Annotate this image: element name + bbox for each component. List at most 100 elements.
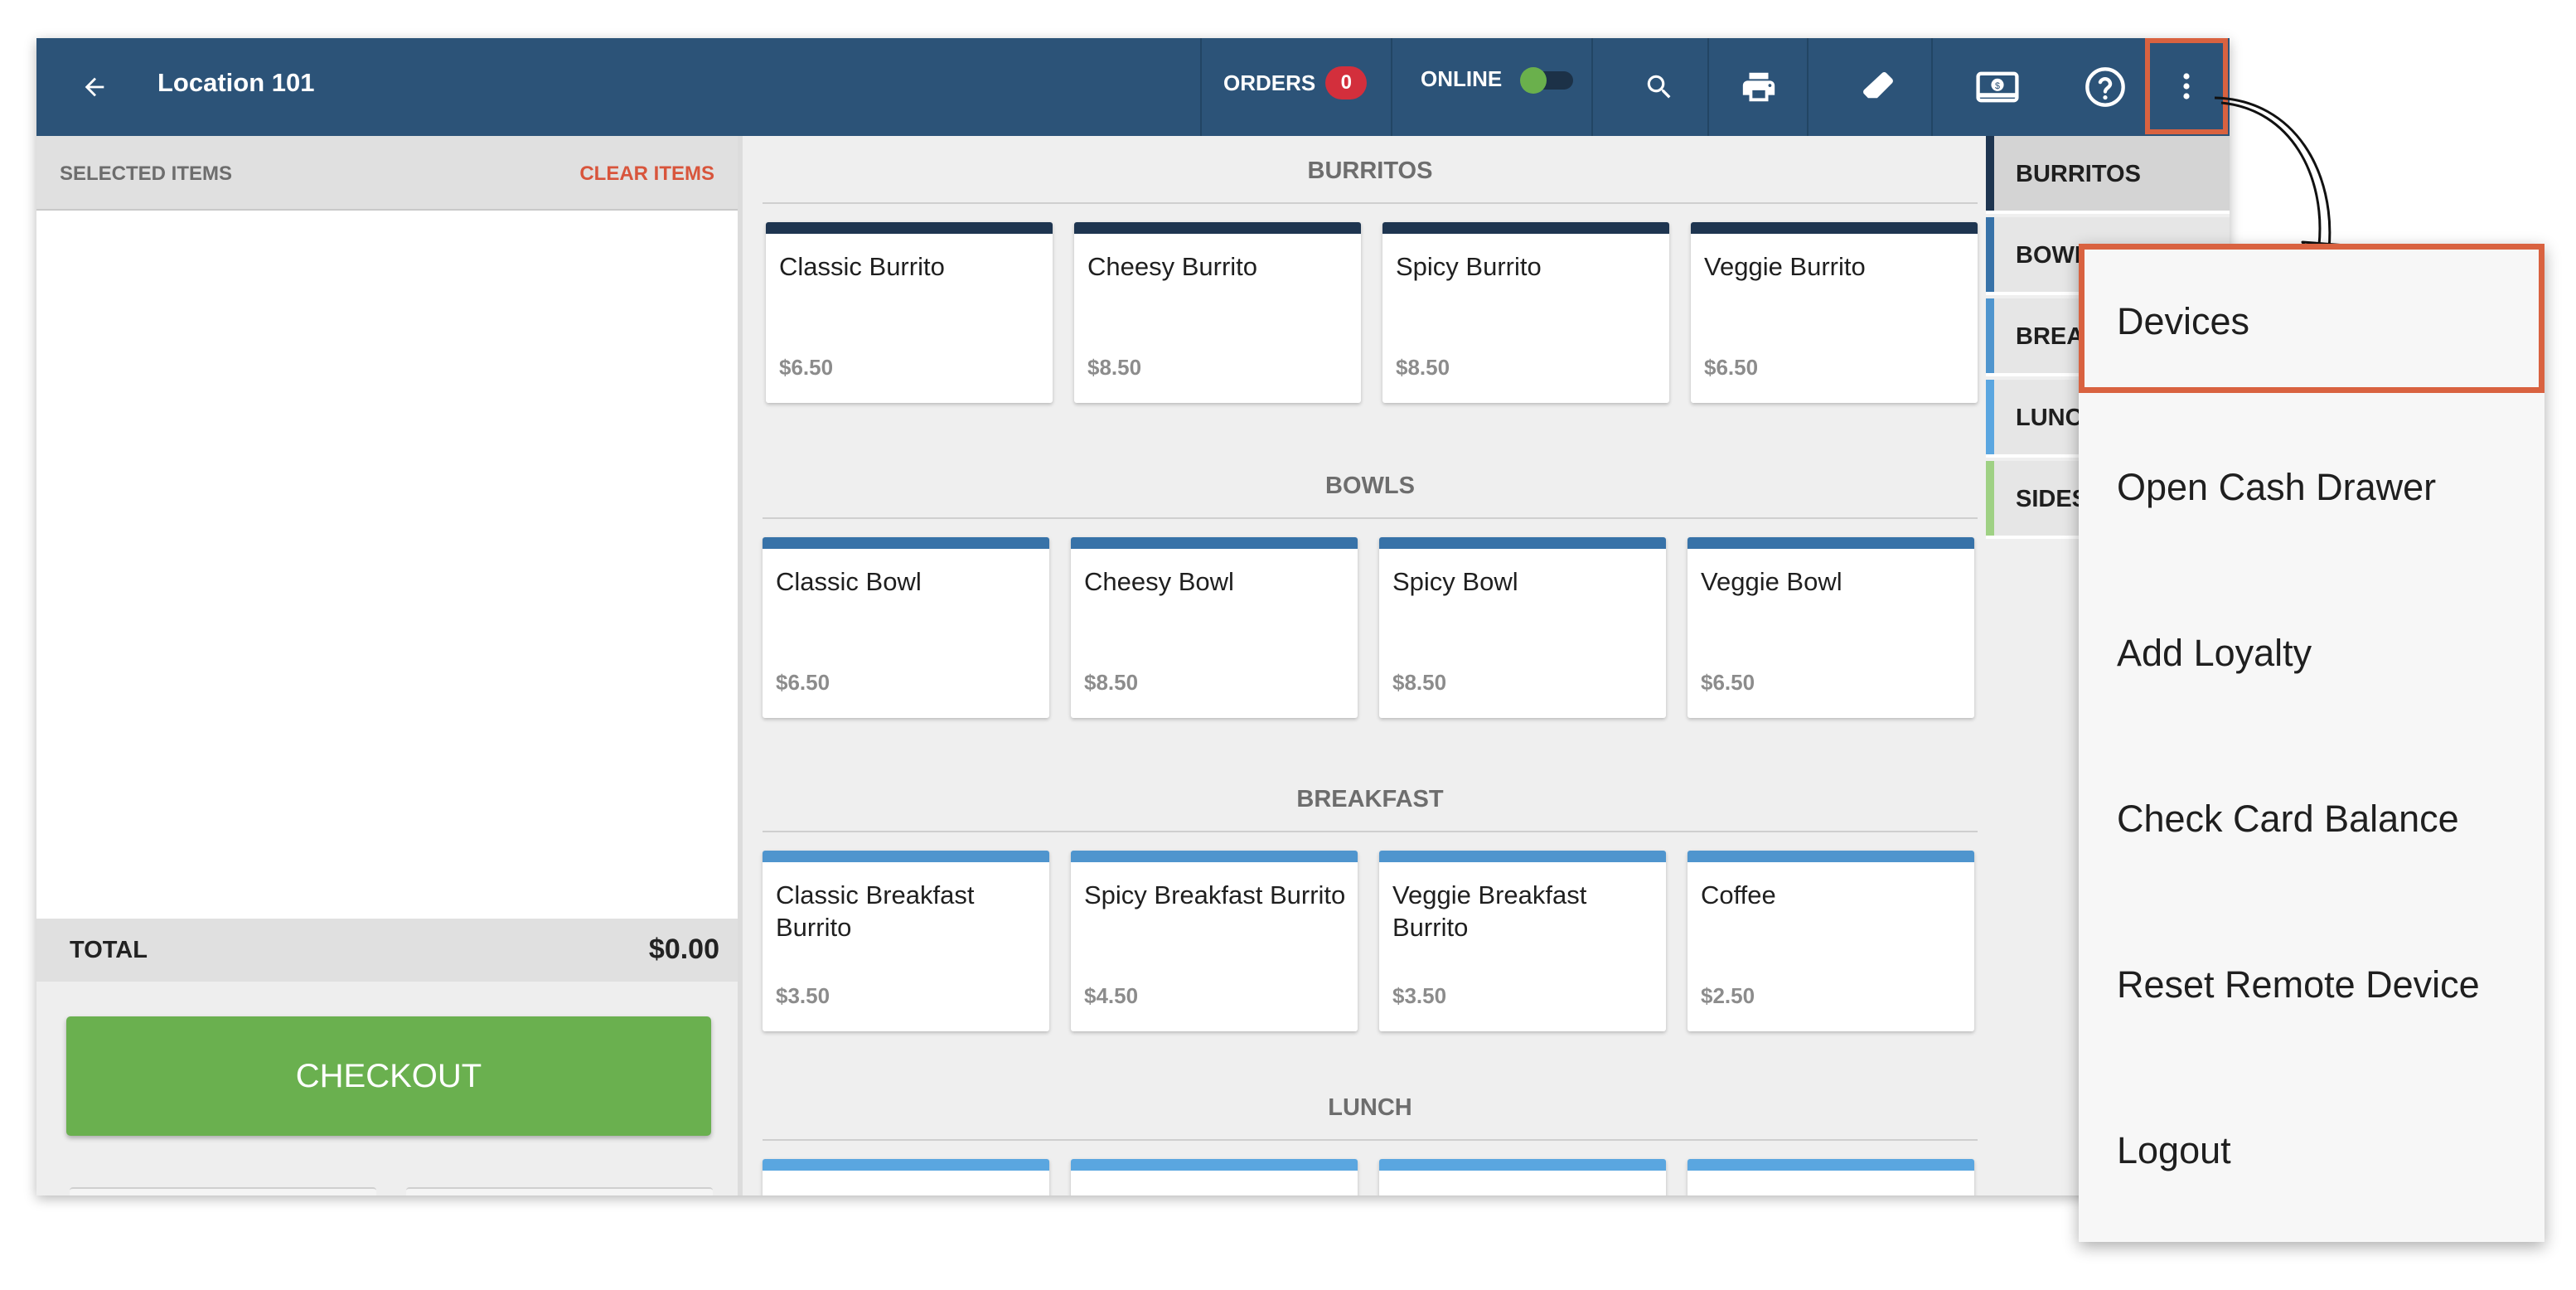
- toolbar-divider: [1807, 38, 1809, 136]
- checkout-area: CHECKOUT: [36, 982, 738, 1195]
- toolbar-divider: [1200, 38, 1202, 136]
- total-label: TOTAL: [70, 937, 148, 963]
- clear-tag-button[interactable]: [1852, 61, 1905, 114]
- menu-item-name: Veggie Bowl: [1701, 567, 1842, 596]
- more-options-button[interactable]: [2145, 38, 2228, 134]
- menu-item-card[interactable]: [763, 1159, 1049, 1195]
- eraser-icon: [1863, 72, 1893, 99]
- menu-item-card[interactable]: [1687, 1159, 1974, 1195]
- menu-item-card[interactable]: Cheesy Bowl $8.50: [1071, 537, 1358, 718]
- menu-item-card[interactable]: Classic Breakfast Burrito $3.50: [763, 851, 1049, 1031]
- toolbar-divider: [1391, 38, 1392, 136]
- top-app-bar: Location 101 ORDERS 0 ONLINE $: [36, 38, 2230, 136]
- online-toggle-group[interactable]: ONLINE: [1421, 66, 1574, 94]
- menu-item-card[interactable]: Classic Burrito $6.50: [766, 222, 1053, 403]
- cash-drawer-button[interactable]: $: [1971, 61, 2024, 114]
- menu-item-card[interactable]: [1379, 1159, 1666, 1195]
- search-button[interactable]: [1633, 61, 1686, 114]
- category-color-strip: [1986, 217, 1994, 292]
- card-color-bar: [1687, 851, 1974, 862]
- menu-option-label: Devices: [2117, 300, 2250, 342]
- online-toggle[interactable]: [1520, 66, 1574, 94]
- toolbar-divider: [1707, 38, 1709, 136]
- menu-item-name: Classic Burrito: [779, 252, 945, 281]
- back-arrow-icon: [85, 77, 104, 97]
- order-panel: SELECTED ITEMS CLEAR ITEMS TOTAL $0.00 C…: [36, 136, 743, 1195]
- menu-option-devices[interactable]: Devices: [2079, 250, 2545, 393]
- menu-item-price: $3.50: [1392, 983, 1447, 1008]
- secondary-button[interactable]: [406, 1187, 713, 1195]
- card-color-bar: [1071, 537, 1358, 549]
- card-color-bar: [1691, 222, 1978, 234]
- menu-item-name: Cheesy Burrito: [1087, 252, 1258, 281]
- card-color-bar: [766, 222, 1053, 234]
- section-divider: [763, 831, 1978, 832]
- menu-item-price: $3.50: [776, 983, 830, 1008]
- category-color-strip: [1986, 298, 1994, 373]
- orders-button[interactable]: ORDERS 0: [1223, 66, 1368, 99]
- overflow-menu: Devices Open Cash Drawer Add Loyalty Check …: [2079, 244, 2545, 1242]
- menu-item-card[interactable]: Veggie Bowl $6.50: [1687, 537, 1974, 718]
- menu-item-card[interactable]: Veggie Burrito $6.50: [1691, 222, 1978, 403]
- menu-item-card[interactable]: Spicy Burrito $8.50: [1382, 222, 1669, 403]
- menu-option-reset-remote-device[interactable]: Reset Remote Device: [2079, 914, 2545, 1056]
- section-divider: [763, 517, 1978, 519]
- checkout-button[interactable]: CHECKOUT: [66, 1016, 711, 1136]
- menu-option-open-cash-drawer[interactable]: Open Cash Drawer: [2079, 416, 2545, 559]
- menu-item-card[interactable]: Classic Bowl $6.50: [763, 537, 1049, 718]
- menu-item-name: Veggie Breakfast Burrito: [1392, 880, 1587, 942]
- search-icon: [1647, 75, 1671, 99]
- menu-item-name: Veggie Burrito: [1704, 252, 1866, 281]
- menu-item-price: $8.50: [1087, 355, 1142, 380]
- menu-item-name: Spicy Bowl: [1392, 567, 1518, 596]
- menu-option-check-card-balance[interactable]: Check Card Balance: [2079, 748, 2545, 890]
- menu-item-card[interactable]: Coffee $2.50: [1687, 851, 1974, 1031]
- card-color-bar: [1382, 222, 1669, 234]
- menu-item-price: $6.50: [776, 670, 830, 695]
- print-button[interactable]: [1732, 61, 1785, 114]
- menu-option-label: Reset Remote Device: [2117, 963, 2480, 1006]
- selected-items-header: SELECTED ITEMS CLEAR ITEMS: [36, 136, 738, 211]
- menu-item-name: Cheesy Bowl: [1084, 567, 1234, 596]
- menu-item-card[interactable]: Cheesy Burrito $8.50: [1074, 222, 1361, 403]
- location-title: Location 101: [157, 68, 315, 97]
- category-color-strip: [1986, 380, 1994, 454]
- menu-item-price: $8.50: [1396, 355, 1450, 380]
- card-color-bar: [1071, 851, 1358, 862]
- category-color-strip: [1986, 461, 1994, 536]
- card-color-bar: [763, 537, 1049, 549]
- menu-option-logout[interactable]: Logout: [2079, 1079, 2545, 1222]
- menu-grid: BURRITOS Classic Burrito $6.50 Cheesy Burri…: [743, 136, 1986, 1195]
- card-color-bar: [763, 1159, 1049, 1171]
- menu-item-price: $8.50: [1084, 670, 1139, 695]
- category-color-strip: [1986, 136, 1994, 211]
- category-item[interactable]: BURRITOS: [1986, 136, 2230, 214]
- menu-item-card[interactable]: Veggie Breakfast Burrito $3.50: [1379, 851, 1666, 1031]
- card-color-bar: [1379, 851, 1666, 862]
- clear-items-button[interactable]: CLEAR ITEMS: [579, 162, 714, 185]
- card-color-bar: [1071, 1159, 1358, 1171]
- section-title: BOWLS: [1325, 473, 1415, 499]
- toggle-knob: [1520, 66, 1547, 94]
- menu-item-name: Spicy Burrito: [1396, 252, 1542, 281]
- menu-item-price: $4.50: [1084, 983, 1139, 1008]
- secondary-button[interactable]: [70, 1187, 376, 1195]
- card-color-bar: [1379, 1159, 1666, 1171]
- section-title: BURRITOS: [1307, 158, 1433, 184]
- menu-item-price: $2.50: [1701, 983, 1755, 1008]
- menu-option-add-loyalty[interactable]: Add Loyalty: [2079, 582, 2545, 725]
- category-label: BURRITOS: [2016, 161, 2141, 187]
- orders-label: ORDERS: [1223, 70, 1316, 95]
- section-title: LUNCH: [1328, 1094, 1412, 1121]
- menu-option-label: Open Cash Drawer: [2117, 466, 2437, 508]
- menu-item-card[interactable]: Spicy Breakfast Burrito $4.50: [1071, 851, 1358, 1031]
- back-button[interactable]: [70, 62, 119, 112]
- printer-icon: [1742, 72, 1775, 102]
- menu-item-card[interactable]: [1071, 1159, 1358, 1195]
- help-button[interactable]: [2079, 61, 2132, 114]
- section-title: BREAKFAST: [1296, 786, 1444, 812]
- menu-item-name: Coffee: [1701, 880, 1776, 909]
- card-color-bar: [1687, 1159, 1974, 1171]
- section-divider: [763, 202, 1978, 204]
- menu-item-card[interactable]: Spicy Bowl $8.50: [1379, 537, 1666, 718]
